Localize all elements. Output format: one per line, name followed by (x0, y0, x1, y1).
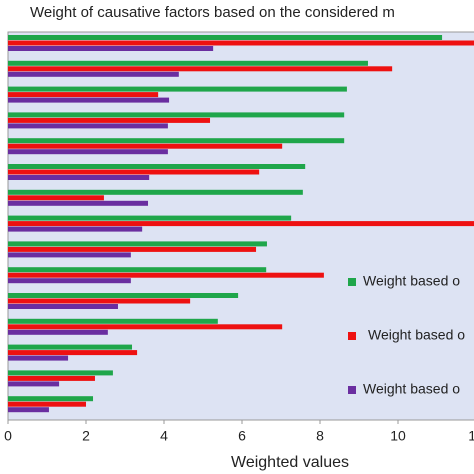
chart-title: Weight of causative factors based on the… (30, 4, 395, 21)
bar (8, 252, 131, 258)
legend-label: Weight based o (368, 327, 465, 343)
x-axis-label: Weighted values (231, 454, 349, 471)
bar (8, 200, 149, 206)
bar (8, 272, 324, 278)
x-tick-label: 6 (238, 428, 246, 444)
bar (8, 318, 218, 324)
bar (8, 66, 393, 72)
bar (8, 189, 303, 195)
bar (8, 278, 131, 284)
bar (8, 92, 159, 98)
bar (8, 112, 345, 118)
bar (8, 60, 368, 66)
x-tick-label: 0 (4, 428, 12, 444)
bar (8, 396, 94, 402)
bar (8, 40, 474, 46)
bar (8, 344, 133, 350)
legend-marker (348, 386, 356, 394)
bar (8, 293, 239, 298)
bar (8, 407, 49, 413)
bar (8, 370, 113, 376)
legend-marker (348, 278, 356, 286)
bar (8, 375, 95, 381)
bar (8, 149, 168, 155)
bar (8, 324, 283, 330)
bar (8, 267, 267, 273)
bar (8, 215, 292, 221)
bar (8, 35, 443, 40)
legend-label: Weight based o (363, 273, 460, 289)
bar (8, 123, 168, 129)
bar (8, 138, 345, 144)
bar (8, 401, 86, 407)
bar (8, 241, 267, 247)
x-tick-label: 4 (160, 428, 168, 444)
bar (8, 355, 69, 361)
bar (8, 97, 170, 103)
bar (8, 164, 306, 169)
legend-marker (348, 332, 356, 340)
bar (8, 143, 283, 149)
bar (8, 46, 214, 51)
bar (8, 175, 150, 180)
bar (8, 221, 474, 227)
legend-label: Weight based o (363, 381, 460, 397)
x-tick-label: 12 (468, 428, 474, 444)
bar (8, 298, 191, 304)
bar (8, 117, 211, 123)
bar (8, 329, 108, 335)
x-tick-label: 8 (316, 428, 324, 444)
bar (8, 71, 179, 77)
x-tick-label: 10 (390, 428, 406, 444)
bar (8, 169, 260, 175)
bar (8, 350, 138, 356)
bar (8, 381, 60, 387)
bar (8, 304, 118, 309)
bar (8, 195, 104, 201)
bar (8, 86, 347, 92)
x-tick-label: 2 (82, 428, 90, 444)
bar (8, 246, 257, 252)
bar (8, 226, 143, 232)
